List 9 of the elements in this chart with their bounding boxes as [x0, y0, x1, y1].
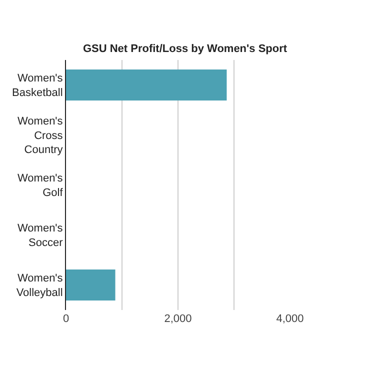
x-tick-label: 2,000: [164, 313, 192, 325]
y-tick-label: Women's Soccer: [17, 222, 64, 249]
x-tick-label: 0: [62, 313, 70, 325]
y-tick-label: Women's Basketball: [12, 72, 64, 99]
chart-title: GSU Net Profit/Loss by Women's Sport: [82, 42, 288, 55]
x-tick-label: 4,000: [276, 313, 304, 325]
y-tick-label: Women's Cross Country: [17, 116, 64, 156]
y-tick-label: Women's Golf: [17, 172, 64, 199]
y-tick-label: Women's Volleyball: [16, 272, 64, 299]
